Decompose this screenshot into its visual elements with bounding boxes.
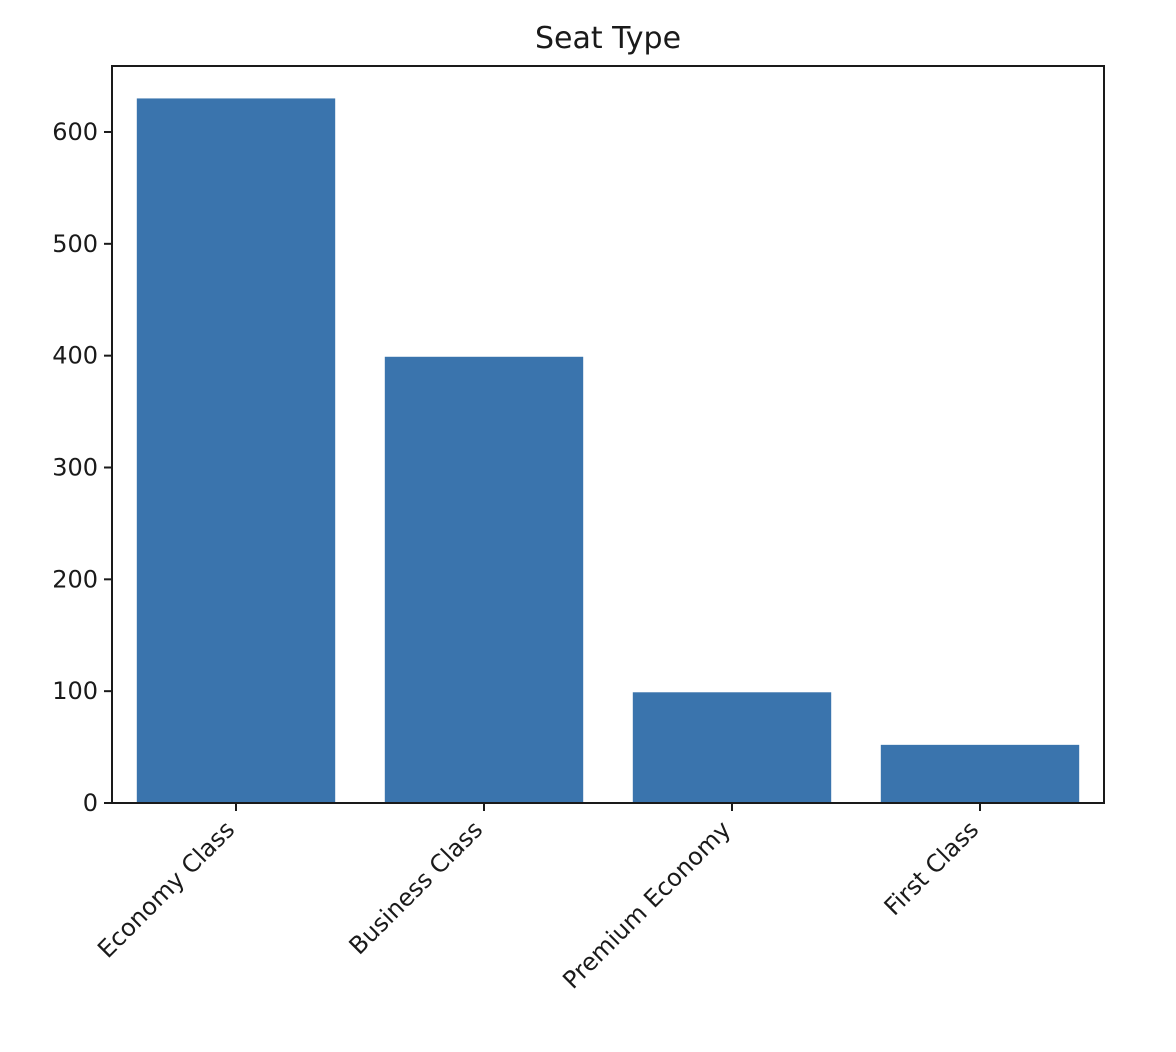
bar-business-class	[384, 356, 584, 803]
bar-economy-class	[136, 98, 336, 803]
plot-frame	[111, 65, 1105, 804]
y-tick-label: 100	[52, 677, 98, 705]
axes-layer	[111, 65, 1105, 804]
x-tick-label: Economy Class	[92, 815, 240, 963]
x-tick-label: Premium Economy	[557, 815, 736, 994]
bar-first-class	[880, 744, 1080, 803]
chart-title: Seat Type	[535, 21, 681, 56]
x-tick-label: Business Class	[344, 815, 489, 960]
y-tick-label: 400	[52, 342, 98, 370]
y-tick-label: 600	[52, 118, 98, 146]
bar-premium-economy	[632, 692, 832, 803]
y-tick-label: 200	[52, 565, 98, 593]
bars-layer	[136, 98, 1080, 803]
y-tick-label: 300	[52, 453, 98, 481]
y-tick-label: 500	[52, 230, 98, 258]
y-tick-label: 0	[83, 789, 98, 817]
x-tick-label: First Class	[879, 815, 985, 921]
